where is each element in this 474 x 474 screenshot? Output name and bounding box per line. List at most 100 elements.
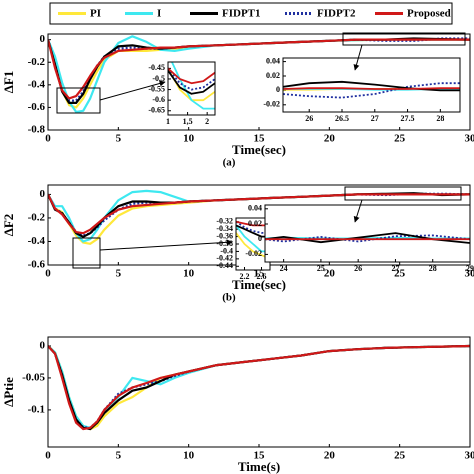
series-line bbox=[283, 80, 460, 92]
legend-label: FIDPT1 bbox=[222, 8, 261, 20]
zoom-arrow bbox=[353, 44, 363, 71]
series-line bbox=[283, 87, 460, 90]
x-tick-label: 24 bbox=[280, 264, 288, 273]
y-tick-label: 0.04 bbox=[248, 204, 262, 213]
y-tick-label: -0.02 bbox=[263, 100, 280, 109]
y-tick-label: -0.4 bbox=[28, 235, 46, 247]
x-axis-label: Time(s) bbox=[238, 459, 280, 474]
legend-box bbox=[49, 2, 453, 25]
y-tick-label: -0.42 bbox=[216, 254, 233, 263]
plot: 0-0.2-0.4-0.6-0.80 5 10 15 20 25 30ΔF1Time(sec… bbox=[1, 33, 474, 168]
y-tick-label: 0 bbox=[40, 188, 46, 200]
x-tick-label: 2.2 bbox=[240, 272, 250, 281]
y-tick-label: -0.6 bbox=[152, 95, 165, 104]
plot-area bbox=[265, 205, 470, 262]
x-tick-label: 26 bbox=[354, 264, 362, 273]
x-tick-label: 26 bbox=[305, 114, 313, 123]
plot-frame bbox=[47, 33, 471, 131]
zoom-arrow bbox=[99, 80, 166, 101]
y-tick-label: -0.38 bbox=[216, 239, 233, 248]
x-tick-label: 27.5 bbox=[401, 114, 415, 123]
zoom-arrow bbox=[353, 199, 363, 223]
y-tick-label: -0.6 bbox=[28, 259, 46, 271]
y-tick-label: -0.2 bbox=[28, 56, 46, 68]
series-line bbox=[236, 232, 270, 260]
x-axis-label: Time(sec) bbox=[232, 277, 286, 292]
series-line bbox=[265, 234, 470, 243]
inset: 0.04 0.02 0 -0.02 24 25 26 27 28 29 bbox=[245, 204, 474, 273]
plot: 0 -0.05 -0.1 0 5 10 15 20 25 30 ΔPtie Time(s) bbox=[1, 336, 474, 474]
zoom-box bbox=[344, 186, 462, 201]
y-tick-label: -0.55 bbox=[148, 84, 165, 93]
y-tick-label: 0 bbox=[276, 85, 280, 94]
y-tick-label: 0 bbox=[40, 33, 46, 45]
legend: PI I FIDPT1 FIDPT2 Proposed bbox=[58, 8, 451, 20]
caption: (b) bbox=[222, 292, 236, 304]
series-line bbox=[236, 224, 270, 238]
x-tick-label: 27 bbox=[391, 264, 399, 273]
inset: 0.04 0.02 0 -0.02 26 26.5 27 27.5 28 bbox=[263, 56, 461, 123]
y-tick-label: -0.2 bbox=[28, 211, 46, 223]
legend-label: FIDPT2 bbox=[317, 8, 356, 20]
x-tick-label: 28 bbox=[429, 264, 437, 273]
legend-label: PI bbox=[90, 8, 101, 20]
y-axis-label: ΔF1 bbox=[1, 71, 16, 94]
legend-label: Proposed bbox=[407, 8, 451, 20]
x-tick-label: 25 bbox=[394, 450, 406, 462]
y-tick-label: -0.6 bbox=[28, 101, 46, 113]
x-tick-label: 25 bbox=[394, 268, 406, 280]
x-tick-label: 10 bbox=[183, 268, 195, 280]
x-tick-label: 5 bbox=[116, 450, 122, 462]
plots: 0-0.2-0.4-0.6-0.80 5 10 15 20 25 30ΔF1Time(sec… bbox=[1, 33, 474, 474]
x-tick-label: 29 bbox=[466, 264, 474, 273]
y-tick-label: -0.32 bbox=[216, 217, 233, 226]
zoom-box bbox=[342, 32, 466, 46]
x-tick-label: 26.5 bbox=[335, 114, 349, 123]
x-tick-label: 0 bbox=[45, 450, 51, 462]
plot-frame bbox=[167, 61, 216, 116]
y-tick-label: 0 bbox=[258, 234, 262, 243]
x-tick-label: 5 bbox=[116, 268, 122, 280]
inset: -0.45 -0.5-0.55 -0.6 -0.651 1,5 2 bbox=[148, 61, 216, 126]
zoom-box bbox=[72, 237, 101, 269]
x-tick-label: 1,5 bbox=[183, 117, 193, 126]
x-axis-label: Time(sec) bbox=[232, 142, 286, 157]
zoom-box bbox=[56, 87, 101, 114]
plot-area bbox=[48, 337, 470, 447]
zoom-arrow bbox=[99, 239, 233, 251]
series-line bbox=[168, 69, 215, 95]
x-tick-label: 2 bbox=[205, 117, 209, 126]
y-tick-label: -0.1 bbox=[28, 403, 45, 415]
series-line bbox=[168, 67, 215, 85]
y-tick-label: -0.45 bbox=[148, 63, 165, 72]
y-tick-label: -0.4 bbox=[220, 246, 233, 255]
y-tick-label: -0.44 bbox=[216, 261, 233, 270]
x-tick-label: 15 bbox=[254, 450, 266, 462]
y-tick-label: -0.02 bbox=[245, 249, 262, 258]
x-tick-label: 30 bbox=[465, 268, 474, 280]
y-tick-label: -0.36 bbox=[216, 231, 233, 240]
y-tick-label: 0.02 bbox=[248, 219, 262, 228]
legend-label: I bbox=[157, 8, 161, 20]
x-tick-label: 15 bbox=[254, 268, 266, 280]
x-tick-label: 20 bbox=[324, 450, 336, 462]
x-tick-label: 25 bbox=[317, 264, 325, 273]
x-tick-label: 27 bbox=[371, 114, 379, 123]
y-tick-label: -0.5 bbox=[152, 74, 165, 83]
series-line bbox=[48, 344, 470, 431]
plot-frame bbox=[264, 204, 471, 263]
series-line bbox=[283, 82, 460, 99]
x-tick-label: 5 bbox=[116, 133, 122, 145]
y-tick-label: -0.4 bbox=[28, 78, 46, 90]
zoom-markers bbox=[56, 32, 466, 269]
plot-frame bbox=[282, 57, 461, 113]
y-axis-label: ΔF2 bbox=[1, 214, 16, 237]
x-tick-label: 15 bbox=[254, 133, 266, 145]
x-tick-label: 0 bbox=[45, 268, 51, 280]
plot-frame bbox=[47, 336, 471, 448]
x-tick-label: 0 bbox=[45, 133, 51, 145]
series-line bbox=[168, 67, 215, 91]
x-tick-label: 30 bbox=[465, 133, 474, 145]
y-tick-label: -0.65 bbox=[148, 106, 165, 115]
